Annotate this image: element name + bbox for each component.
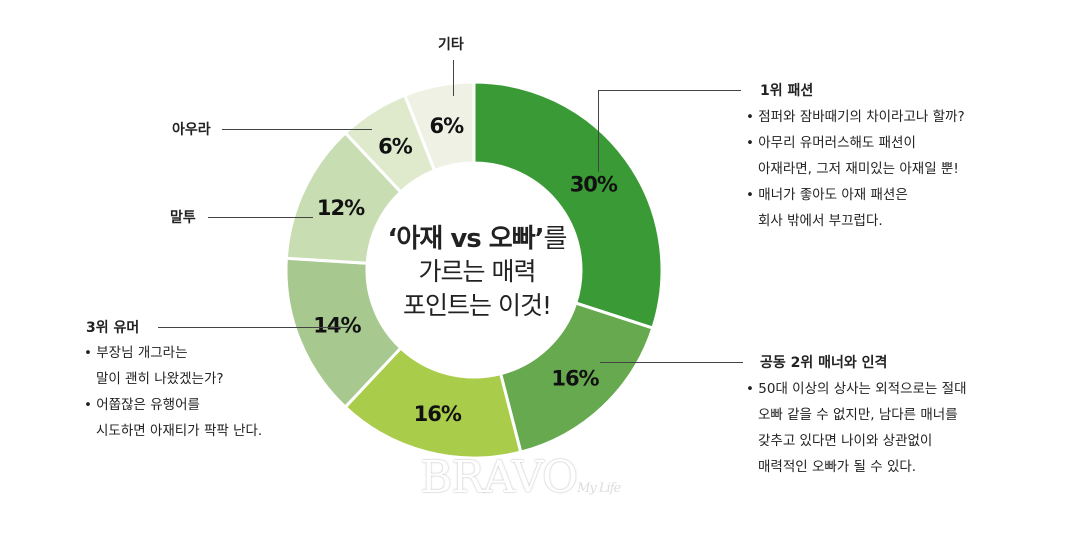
note-manner-1-cont-a: 오빠 같을 수 없지만, 남다른 매너를 bbox=[758, 407, 958, 423]
category-humor: 3위 유머 bbox=[86, 320, 140, 336]
note-manner-1-cont-b: 갖추고 있다면 나이와 상관없이 bbox=[758, 433, 933, 449]
slice-label-5: 12% bbox=[317, 196, 365, 220]
donut-slice-1 bbox=[472, 80, 664, 330]
center-title: ‘아재 vs 오빠’를 가르는 매력 포인트는 이것! bbox=[377, 218, 577, 323]
leader-line-fashion-drop bbox=[598, 90, 599, 172]
center-title-line3: 포인트는 이것! bbox=[403, 291, 552, 320]
note-fashion-3: • 매너가 좋아도 아재 패션은 bbox=[746, 187, 908, 203]
category-fashion: 1위 패션 bbox=[760, 83, 814, 99]
leader-line-etc bbox=[453, 60, 454, 96]
note-humor-2-cont: 시도하면 아재티가 팍팍 난다. bbox=[96, 423, 263, 439]
notes-manner: • 50대 이상의 상사는 외적으로는 절대 오빠 같을 수 없지만, 남다른 … bbox=[746, 376, 967, 480]
note-fashion-2-cont: 아재라면, 그저 재미있는 아재일 뿐! bbox=[758, 161, 959, 177]
leader-line-humor bbox=[158, 327, 348, 328]
leader-line-manner bbox=[600, 362, 743, 363]
note-fashion-1: • 점퍼와 잠바때기의 차이라고나 할까? bbox=[746, 109, 965, 125]
note-humor-2: • 어쭙잖은 유행어를 bbox=[84, 397, 200, 413]
slice-label-2: 16% bbox=[551, 367, 599, 391]
note-humor-1: • 부장님 개그라는 bbox=[84, 345, 188, 361]
note-manner-1-cont-c: 매력적인 오빠가 될 수 있다. bbox=[758, 459, 917, 475]
category-etc: 기타 bbox=[438, 37, 464, 53]
leader-line-fashion bbox=[598, 90, 741, 91]
slice-label-6: 6% bbox=[378, 134, 413, 158]
category-manner: 공동 2위 매너와 인격 bbox=[760, 355, 888, 371]
notes-humor: • 부장님 개그라는 말이 괜히 나왔겠는가? • 어쭙잖은 유행어를 시도하면… bbox=[84, 340, 262, 444]
leader-line-speech bbox=[208, 217, 313, 218]
center-title-line1: ‘아재 vs 오빠’ bbox=[387, 224, 545, 254]
note-manner-1: • 50대 이상의 상사는 외적으로는 절대 bbox=[746, 381, 967, 397]
note-fashion-2: • 아무리 유머러스해도 패션이 bbox=[746, 135, 916, 151]
slice-label-3: 16% bbox=[414, 402, 462, 426]
slice-label-4: 14% bbox=[313, 313, 361, 337]
center-title-line1-suffix: 를 bbox=[543, 224, 568, 254]
slice-label-7: 6% bbox=[430, 114, 465, 138]
notes-fashion: • 점퍼와 잠바때기의 차이라고나 할까? • 아무리 유머러스해도 패션이 아… bbox=[746, 104, 965, 234]
note-humor-1-cont: 말이 괜히 나왔겠는가? bbox=[96, 371, 224, 387]
note-fashion-3-cont: 회사 밖에서 부끄럽다. bbox=[758, 213, 883, 229]
category-aura: 아우라 bbox=[172, 122, 211, 138]
bravo-watermark-logo: BRAVOMy Life bbox=[420, 452, 621, 503]
leader-line-aura bbox=[222, 129, 372, 130]
slice-label-1: 30% bbox=[570, 172, 618, 196]
center-title-line2: 가르는 매력 bbox=[418, 257, 537, 286]
category-speech: 말투 bbox=[170, 210, 196, 226]
donut-slice-7 bbox=[402, 80, 476, 173]
